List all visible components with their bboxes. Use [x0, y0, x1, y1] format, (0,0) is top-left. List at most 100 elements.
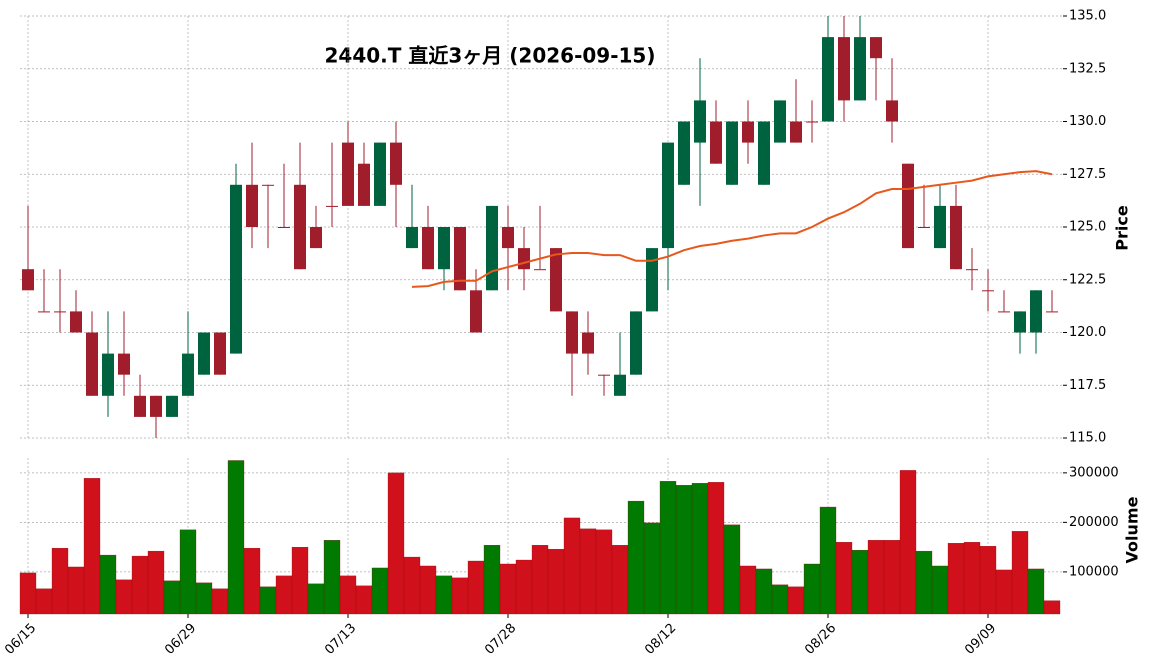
y-tick-label: 127.5: [1069, 167, 1106, 182]
candle-body: [550, 248, 562, 312]
candle-body: [518, 248, 530, 270]
volume-bar: [227, 460, 245, 615]
y-tick-label: 100000: [1069, 564, 1119, 579]
candle-body: [726, 121, 738, 185]
candle-body: [886, 100, 898, 122]
candle-body: [998, 311, 1010, 313]
volume-bar: [387, 472, 405, 615]
volume-bar: [51, 547, 69, 615]
volume-bar: [643, 522, 661, 615]
volume-bar: [339, 575, 357, 615]
volume-bar: [1027, 568, 1045, 615]
volume-bar: [435, 575, 453, 615]
volume-bar: [579, 528, 597, 615]
candle-body: [102, 353, 114, 396]
candle-body: [198, 332, 210, 375]
volume-bar: [771, 584, 789, 615]
candle-body: [374, 142, 386, 206]
volume-bar: [691, 483, 709, 615]
volume-bar: [979, 546, 997, 615]
candle-body: [918, 227, 930, 228]
volume-bar: [83, 478, 101, 615]
y-tick-label: 130.0: [1069, 114, 1106, 129]
candle-body: [534, 269, 546, 271]
candle-body: [246, 184, 258, 227]
candle-body: [182, 353, 194, 396]
volume-bar: [707, 482, 725, 615]
candle-body: [982, 290, 994, 292]
x-tick-label: 07/28: [482, 621, 519, 658]
volume-bar: [899, 470, 917, 615]
volume-bar: [19, 572, 37, 615]
candle-body: [966, 269, 978, 271]
volume-bar: [115, 579, 133, 615]
candle-body: [902, 163, 914, 249]
candle-body: [598, 374, 610, 376]
y-tick-label: 120.0: [1069, 325, 1106, 340]
volume-bar: [323, 540, 341, 615]
candle-body: [118, 353, 130, 375]
volume-bar: [259, 586, 277, 615]
volume-bar: [211, 588, 229, 615]
candle-body: [838, 37, 850, 101]
y-tick-label: 115.0: [1069, 431, 1106, 446]
candle-body: [950, 205, 962, 270]
candle-body: [1014, 311, 1026, 333]
volume-bar: [835, 542, 853, 615]
x-tick-label: 08/26: [802, 621, 839, 658]
volume-bar: [451, 577, 469, 615]
y-tick-label: 125.0: [1069, 220, 1106, 235]
candle-body: [790, 121, 802, 143]
candle-body: [758, 121, 770, 185]
volume-bar: [627, 500, 645, 615]
y-tick-label: 132.5: [1069, 61, 1106, 76]
volume-bar: [931, 565, 949, 615]
candle-body: [742, 121, 754, 143]
volume-bar: [275, 575, 293, 615]
volume-bar: [1011, 531, 1029, 615]
candle-body: [662, 142, 674, 249]
candle-body: [230, 184, 242, 354]
candle-body: [502, 227, 514, 249]
candle-body: [678, 121, 690, 185]
candle-body: [774, 100, 786, 143]
candle-body: [454, 227, 466, 291]
volume-bar: [131, 555, 149, 615]
candle-body: [710, 121, 722, 164]
candle-body: [870, 37, 882, 59]
volume-bar: [35, 588, 53, 615]
volume-bar: [755, 568, 773, 615]
volume-bar: [291, 546, 309, 615]
volume-bar: [179, 529, 197, 615]
volume-bar: [67, 566, 85, 615]
moving-average-line: [411, 170, 1053, 288]
price-axis-label: Price: [1113, 205, 1132, 251]
candle-body: [294, 184, 306, 270]
volume-bar: [307, 583, 325, 615]
candle-body: [390, 142, 402, 185]
candle-body: [278, 227, 290, 228]
candle-body: [214, 332, 226, 375]
candle-body: [1046, 311, 1058, 313]
volume-bar: [163, 580, 181, 615]
volume-bar: [403, 556, 421, 615]
candle-body: [326, 205, 338, 207]
x-tick-label: 06/29: [162, 621, 199, 658]
volume-bar: [803, 563, 821, 615]
volume-bar: [659, 481, 677, 615]
x-tick-label: 07/13: [322, 621, 359, 658]
candle-body: [150, 395, 162, 417]
candle-body: [262, 184, 274, 186]
candle-body: [134, 395, 146, 417]
volume-bar: [547, 548, 565, 615]
volume-bar: [563, 517, 581, 615]
volume-bar: [739, 565, 757, 615]
volume-bar: [995, 569, 1013, 615]
candle-body: [822, 37, 834, 122]
x-tick-label: 09/09: [962, 621, 999, 658]
volume-bar: [611, 545, 629, 615]
candle-body: [486, 205, 498, 291]
candle-body: [934, 205, 946, 249]
volume-bar: [195, 582, 213, 615]
